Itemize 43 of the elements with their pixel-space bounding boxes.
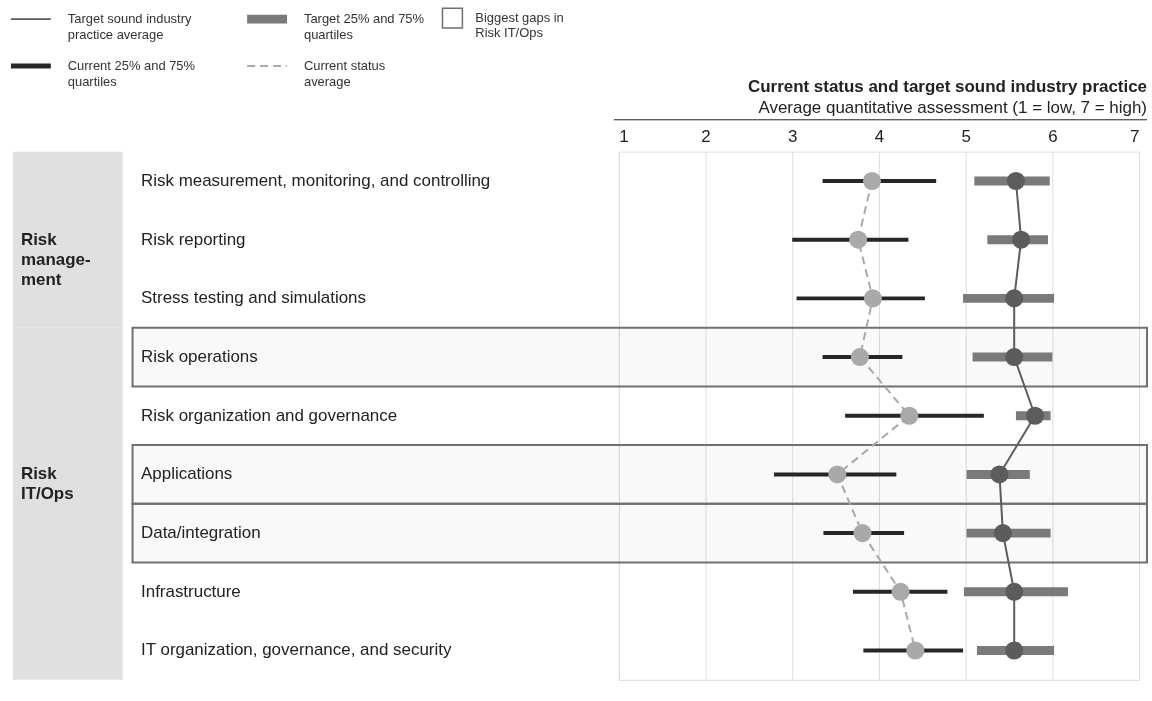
point: [862, 171, 882, 191]
point: [1005, 641, 1024, 660]
point: [1005, 582, 1024, 601]
x-tick-label: 7: [1130, 127, 1140, 147]
y-tick-label: Infrastructure: [141, 581, 241, 601]
x-tick-label: 1: [619, 127, 629, 147]
x-tick-label: 6: [1048, 127, 1058, 147]
point: [900, 406, 919, 425]
point: [990, 465, 1009, 484]
legend-label: Current 25% and 75% quartiles: [67, 57, 196, 89]
legend-label: Biggest gaps in Risk IT/Ops: [475, 10, 564, 41]
chart-subtitle: Average quantitative assessment (1 = low, 7 = high): [758, 97, 1148, 117]
x-tick-label: 2: [701, 127, 711, 147]
y-tick-label: Risk operations: [141, 347, 258, 367]
legend-label: Current status average: [303, 57, 386, 89]
point: [863, 289, 882, 308]
y-tick-label: IT organization, governance, and security: [141, 640, 452, 660]
point: [850, 348, 869, 367]
legend-label: Target sound industry practice average: [67, 11, 192, 43]
y-tick-label: Risk reporting: [141, 229, 246, 249]
y-tick-label: Risk measurement, monitoring, and controlling: [141, 170, 491, 190]
point: [1005, 348, 1024, 367]
point: [993, 524, 1012, 543]
legend-label: Target 25% and 75% quartiles: [303, 11, 425, 43]
y-tick-label: Data/integration: [141, 523, 261, 543]
text: Risk IT/Ops: [20, 464, 74, 504]
y-tick-label: Stress testing and simulations: [141, 288, 367, 308]
chart-title: Current status and target sound industry practice: [747, 76, 1148, 96]
point: [1012, 230, 1031, 249]
x-tick-label: 5: [961, 127, 971, 147]
point: [853, 524, 872, 543]
y-tick-label: Applications: [141, 464, 233, 484]
point: [891, 582, 910, 601]
y-tick-label: Risk organization and governance: [141, 405, 398, 425]
point: [906, 641, 925, 660]
point: [828, 465, 847, 484]
x-tick-label: 4: [874, 127, 885, 147]
x-tick-label: 3: [788, 127, 798, 147]
point: [1025, 406, 1045, 425]
point: [849, 230, 868, 249]
text: Risk manage-ment: [20, 229, 91, 289]
point: [1005, 289, 1024, 308]
point: [1006, 171, 1025, 191]
